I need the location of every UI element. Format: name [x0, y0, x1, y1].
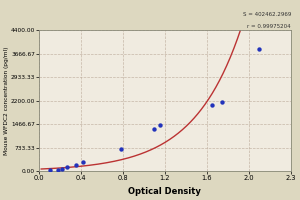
- Point: [210, 104, 214, 107]
- Point: [257, 48, 262, 51]
- Y-axis label: Mouse WFDC2 concentration (pg/ml): Mouse WFDC2 concentration (pg/ml): [4, 46, 9, 155]
- Point: [152, 128, 157, 131]
- Text: r = 0.99975204: r = 0.99975204: [248, 24, 291, 29]
- Point: [56, 168, 60, 171]
- Point: [118, 147, 123, 150]
- Point: [60, 167, 64, 170]
- X-axis label: Optical Density: Optical Density: [128, 187, 201, 196]
- Text: S = 402462.2969: S = 402462.2969: [243, 12, 291, 17]
- Point: [65, 166, 70, 169]
- Point: [220, 101, 225, 104]
- Point: [47, 169, 52, 172]
- Point: [81, 161, 85, 164]
- Point: [157, 123, 162, 126]
- Point: [74, 163, 78, 166]
